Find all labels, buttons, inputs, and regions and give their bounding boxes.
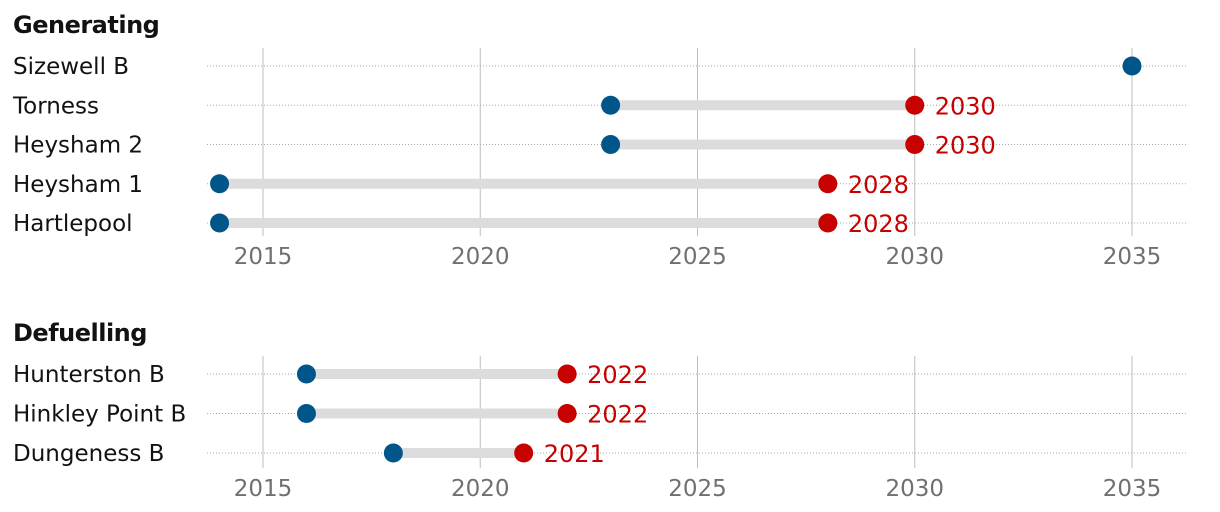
end-point xyxy=(818,213,838,233)
panel-1: Defuelling 2015 2020 2025 2030 2035 Hunterston… xyxy=(13,319,1188,502)
row-label: Hinkley Point B xyxy=(13,402,186,428)
row-hinkley-point-b: Hinkley Point B 2022 xyxy=(13,401,1188,429)
start-point xyxy=(210,174,230,194)
x-tick-label: 2035 xyxy=(1103,476,1162,502)
panel-0: Generating 2015 2020 2025 2030 2035 Sizewell B… xyxy=(12,11,1188,270)
start-point xyxy=(1122,56,1142,76)
end-point xyxy=(514,443,534,463)
x-tick-label: 2020 xyxy=(451,244,510,270)
x-tick-label: 2030 xyxy=(885,244,944,270)
x-tick-label: 2020 xyxy=(451,476,510,502)
panel-title: Generating xyxy=(13,11,159,39)
row-hunterston-b: Hunterston B 2022 xyxy=(13,361,1188,389)
row-hartlepool: Hartlepool 2028 xyxy=(13,210,1188,238)
end-year-label: 2030 xyxy=(935,132,996,160)
row-label: Heysham 1 xyxy=(13,172,143,198)
end-point xyxy=(818,174,838,194)
end-point xyxy=(905,95,925,115)
row-label: Heysham 2 xyxy=(13,133,143,159)
row-label: Hartlepool xyxy=(13,211,133,237)
x-tick-label: 2015 xyxy=(234,244,293,270)
end-point xyxy=(557,404,577,423)
start-point xyxy=(296,364,316,384)
start-point xyxy=(383,443,403,463)
row-label: Hunterston B xyxy=(13,362,165,388)
row-torness: Torness 2030 xyxy=(12,92,1188,120)
x-tick-label: 2025 xyxy=(668,244,727,270)
x-tick-label: 2035 xyxy=(1103,244,1162,270)
end-year-label: 2021 xyxy=(544,440,605,468)
row-label: Dungeness B xyxy=(13,441,164,467)
row-heysham-1: Heysham 1 2028 xyxy=(13,171,1188,199)
start-point xyxy=(296,404,316,423)
x-tick-label: 2030 xyxy=(885,476,944,502)
end-point xyxy=(905,135,925,154)
end-year-label: 2022 xyxy=(587,401,648,429)
x-tick-label: 2025 xyxy=(668,476,727,502)
row-sizewell-b: Sizewell B xyxy=(13,54,1188,80)
end-year-label: 2030 xyxy=(935,92,996,120)
row-label: Torness xyxy=(12,93,99,119)
start-point xyxy=(210,213,230,233)
end-year-label: 2028 xyxy=(848,171,909,199)
end-point xyxy=(557,364,577,384)
start-point xyxy=(601,95,621,115)
panel-title: Defuelling xyxy=(13,319,147,347)
end-year-label: 2028 xyxy=(848,210,909,238)
row-dungeness-b: Dungeness B 2021 xyxy=(13,440,1188,468)
row-label: Sizewell B xyxy=(13,54,129,80)
x-tick-label: 2015 xyxy=(234,476,293,502)
row-heysham-2: Heysham 2 2030 xyxy=(13,132,1188,160)
end-year-label: 2022 xyxy=(587,361,648,389)
start-point xyxy=(601,135,621,154)
